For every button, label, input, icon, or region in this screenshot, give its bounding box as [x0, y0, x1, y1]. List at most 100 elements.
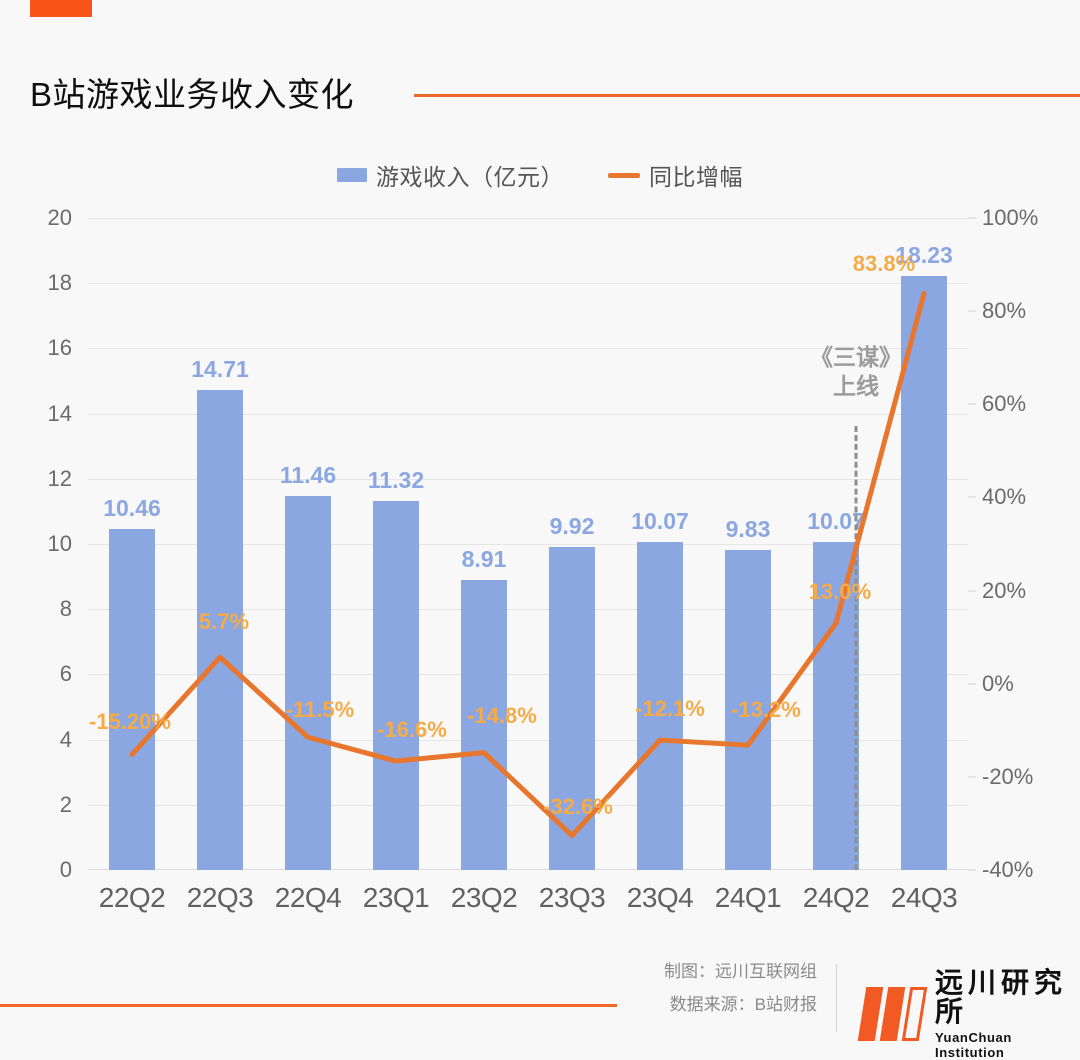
legend-bar-swatch-icon [337, 168, 367, 182]
gridline [88, 218, 968, 219]
credit-source: 数据来源：B站财报 [669, 995, 817, 1015]
y-axis-left-tick: 0 [59, 857, 72, 882]
page-title: B站游戏业务收入变化 [30, 76, 355, 113]
line-value-label: -13.2% [731, 697, 801, 723]
credit-separator [836, 964, 837, 1032]
y-axis-left-tick: 2 [59, 791, 72, 817]
y-axis-left-tick: 4 [59, 726, 72, 752]
legend-label: 游戏收入（亿元） [376, 164, 564, 190]
y-axis-right-tick-mark [968, 310, 976, 312]
gridline [88, 544, 968, 545]
x-axis-label-22Q3: 22Q3 [186, 882, 254, 913]
y-axis-right-tick: 100% [982, 205, 1039, 230]
bar-22Q2 [109, 529, 155, 870]
bar-23Q1 [373, 500, 419, 870]
brand-accent-mark [30, 0, 92, 17]
x-axis-label-23Q2: 23Q2 [450, 882, 518, 913]
gridline [88, 348, 968, 350]
y-axis-left-tick: 8 [59, 596, 72, 622]
y-axis-right-tick: 0% [982, 670, 1014, 696]
legend-item-bar-series: 游戏收入（亿元） [337, 158, 564, 192]
bar-value-label: 18.23 [895, 241, 953, 268]
bar-value-label: 11.32 [367, 466, 425, 493]
annotation-line-1: 《三谋》 [810, 344, 902, 370]
legend-item-line-series: 同比增幅 [608, 158, 743, 192]
title-divider [414, 94, 1080, 97]
y-axis-right-tick: 60% [982, 391, 1027, 417]
logo-bar-3 [901, 986, 928, 1041]
bar-23Q4 [637, 541, 683, 870]
annotation-line-2: 上线 [833, 372, 879, 399]
x-axis-label-24Q1: 24Q1 [714, 882, 782, 913]
logo-text: 远川研究所 YuanChuan Institution [935, 968, 1080, 1060]
x-axis-label-23Q3: 23Q3 [538, 882, 606, 913]
gridline [88, 804, 968, 806]
y-axis-right-tick: -20% [982, 763, 1034, 789]
growth-rate-line [129, 290, 927, 839]
annotation-label: 《三谋》 上线 [810, 343, 902, 401]
y-axis-left-tick: 14 [47, 400, 72, 426]
x-axis-label-24Q3: 24Q3 [890, 882, 958, 913]
gridline [88, 283, 968, 285]
bar-value-label: 11.46 [279, 462, 337, 489]
y-axis-right-tick: 40% [982, 484, 1027, 510]
logo-name-en: YuanChuan Institution [935, 1029, 1012, 1060]
gridline [88, 478, 968, 480]
bar-value-label: 14.71 [191, 356, 249, 383]
y-axis-right-tick-mark [968, 869, 976, 871]
credits-block: 制图：远川互联网组 数据来源：B站财报 [637, 955, 817, 1021]
bar-value-label: 10.46 [103, 495, 161, 521]
x-axis-baseline [88, 869, 968, 870]
line-value-label: -32.6% [543, 793, 613, 819]
logo-bar-1 [857, 986, 884, 1041]
x-axis-label-22Q2: 22Q2 [98, 882, 166, 913]
y-axis-right-tick-mark [968, 496, 976, 498]
y-axis-left-tick: 12 [47, 465, 72, 491]
line-value-label: -12.1% [635, 696, 705, 722]
line-value-label: 83.8% [852, 251, 916, 277]
y-axis-right-tick-mark [968, 403, 976, 405]
x-axis-label-22Q4: 22Q4 [274, 882, 342, 913]
y-axis-right-tick-mark [968, 776, 976, 778]
gridline [88, 413, 968, 415]
x-axis-label-23Q4: 23Q4 [626, 882, 694, 913]
y-axis-right-tick: 20% [982, 577, 1027, 603]
bar-22Q3 [197, 390, 243, 870]
annotation-dashed-line [854, 426, 858, 870]
gridline [88, 739, 968, 741]
credit-author: 制图：远川互联网组 [664, 962, 817, 981]
legend-label: 同比增幅 [649, 164, 743, 190]
logo-name-cn: 远川研究所 [935, 967, 1068, 1028]
line-series-layer [129, 290, 927, 839]
logo-bar-2 [879, 986, 906, 1041]
x-axis-label-24Q2: 24Q2 [802, 882, 870, 913]
y-axis-right-tick-mark [968, 590, 976, 592]
line-value-label: -16.6% [377, 717, 447, 743]
bar-24Q3 [901, 275, 947, 870]
bar-value-label: 10.07 [631, 507, 689, 534]
y-axis-left-tick: 18 [47, 270, 72, 296]
line-value-label: -15.20% [89, 708, 171, 734]
bar-value-label: 9.83 [725, 515, 771, 542]
footer-divider [0, 1004, 617, 1007]
line-value-label: 13.0% [808, 579, 872, 605]
x-axis-label-23Q1: 23Q1 [362, 882, 430, 913]
y-axis-left-tick: 10 [47, 531, 72, 556]
bar-value-label: 9.92 [549, 512, 595, 539]
line-value-label: 5.7% [198, 609, 250, 635]
y-axis-left-tick: 16 [47, 335, 72, 361]
y-axis-right-tick: -40% [982, 857, 1034, 882]
brand-logo: 远川研究所 YuanChuan Institution [857, 968, 1080, 1060]
legend-line-swatch-icon [608, 172, 640, 178]
y-axis-left-tick: 20 [47, 205, 72, 230]
y-axis-right-tick: 80% [982, 298, 1027, 324]
y-axis-right-tick-mark [968, 683, 976, 685]
chart-legend: 游戏收入（亿元） 同比增幅 [0, 158, 1080, 192]
gridline [88, 674, 968, 676]
gridline [88, 609, 968, 611]
plot-area: 0 2 4 6 8 10 12 14 16 18 20 -40% -20% 0% 20% 40% 60% 80% 1… [48, 205, 1039, 913]
line-value-label: -11.5% [285, 697, 355, 723]
bar-24Q2 [813, 541, 859, 870]
logo-bars-icon [857, 986, 928, 1041]
